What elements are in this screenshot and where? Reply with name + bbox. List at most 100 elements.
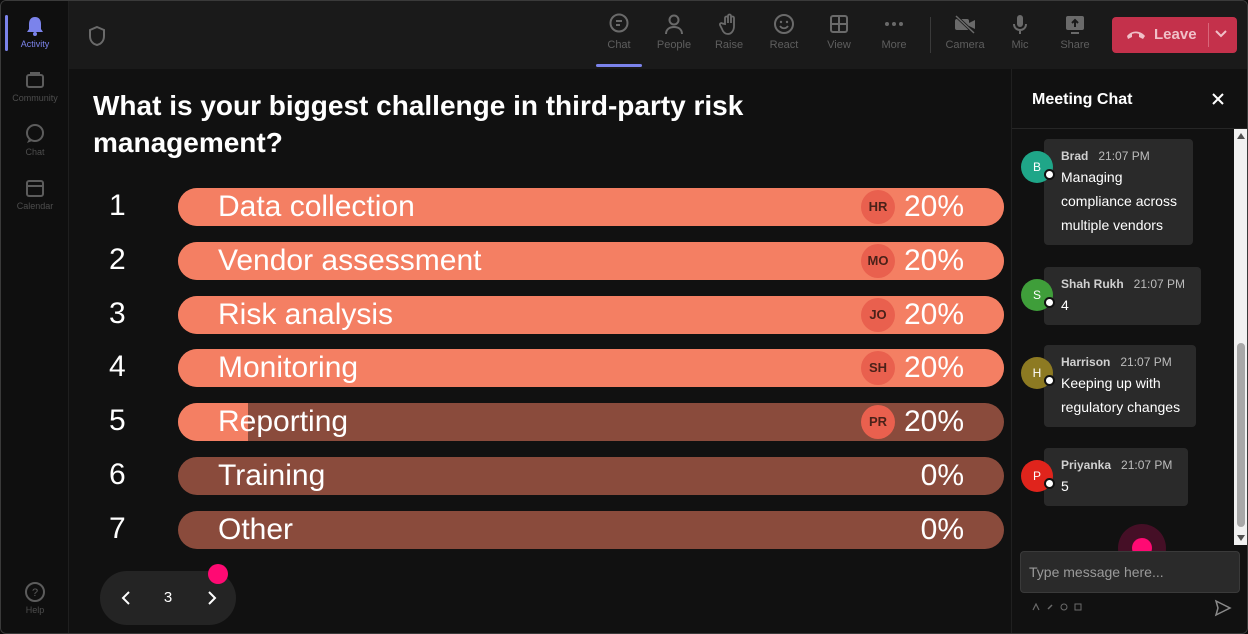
message-text: Managing [1061,169,1123,185]
camera-off-icon [954,14,976,35]
more-button[interactable]: More [867,11,921,61]
option-result-bar: Training 0% [178,457,1004,495]
rail-item-calendar[interactable]: Calendar [1,171,69,217]
option-number: 3 [109,296,126,330]
option-result-bar: Risk analysis JO 20% [178,295,1004,334]
option-label: Risk analysis [218,297,394,331]
poll-option[interactable]: 1 Data collection HR 20% [69,187,1011,227]
chat-bubble-icon [26,124,44,143]
people-button[interactable]: People [647,11,701,61]
close-icon[interactable] [1210,91,1226,107]
scroll-thumb[interactable] [1237,343,1245,527]
rail-item-community[interactable]: Community [1,63,69,109]
message-compose-box [1020,551,1240,593]
message-time: 21:07 PM [1120,355,1172,369]
chat-header: Meeting Chat [1012,69,1247,129]
option-result-bar: Reporting PR 20% [178,403,1004,442]
poll-option[interactable]: 6 Training 0% [69,456,1011,496]
share-button[interactable]: Share [1048,11,1102,61]
poll-option[interactable]: 2 Vendor assessment MO 20% [69,241,1011,281]
chat-scrollbar[interactable] [1234,129,1247,545]
raise-label: Raise [714,39,744,51]
voter-avatar: SH [861,351,895,386]
option-number: 1 [109,189,126,222]
option-percent: 20% [903,351,964,385]
message-time: 21:07 PM [1133,277,1186,291]
format-icon[interactable] [1032,603,1040,611]
microphone-icon [1013,15,1027,34]
emoji-icon[interactable] [1060,603,1068,611]
react-button[interactable]: React [757,11,811,61]
chevron-down-icon[interactable] [1214,29,1228,39]
leave-divider [1208,23,1209,47]
send-icon[interactable] [1214,599,1232,617]
option-result-bar: Vendor assessment MO 20% [178,241,1004,280]
chat-button[interactable]: Chat [592,11,646,67]
message-text: Keeping up with [1061,375,1161,391]
camera-label: Camera [945,39,985,51]
option-result-bar: Data collection HR 20% [178,188,1004,226]
option-percent: 0% [920,512,964,546]
poll-option[interactable]: 5 Reporting PR 20% [69,402,1011,442]
message-bubble: Brad 21:07 PM Managing compliance across mul… [1044,139,1193,245]
poll-option[interactable]: 3 Risk analysis JO 20% [69,295,1011,335]
chat-label: Chat [607,39,631,51]
message-bubble: Harrison 21:07 PM Keeping up with regulator… [1044,345,1197,427]
gif-icon[interactable] [1074,603,1082,611]
message-text: compliance across [1061,193,1177,209]
rail-item-chat[interactable]: Chat [1,117,69,163]
voter-avatar: MO [861,243,895,278]
option-number: 6 [109,458,126,491]
shield-icon [89,25,105,47]
sender-name: Brad [1061,149,1089,163]
bell-icon [27,17,43,36]
presence-indicator [1044,375,1055,386]
message-time: 21:07 PM [1098,149,1150,163]
smiley-icon [774,14,794,34]
leave-button[interactable]: Leave [1112,17,1237,53]
raise-hand-button[interactable]: Raise [702,11,756,61]
view-button[interactable]: View [812,11,866,61]
chevron-right-icon[interactable] [202,589,220,607]
page-number: 3 [163,589,173,606]
chevron-left-icon[interactable] [118,589,136,607]
poll-option[interactable]: 7 Other 0% [69,510,1011,550]
share-label: Share [1060,39,1090,51]
presence-indicator [1044,478,1055,489]
pointer-indicator [208,564,228,584]
rail-label: Calendar [16,201,54,211]
poll-option[interactable]: 4 Monitoring SH 20% [69,348,1011,388]
hang-up-icon [1127,31,1145,39]
camera-button[interactable]: Camera [938,11,992,61]
message-input[interactable] [1029,562,1229,582]
svg-text:?: ? [32,587,38,599]
scroll-up-arrow[interactable] [1237,133,1245,139]
message-text: multiple vendors [1061,217,1163,233]
scroll-down-arrow[interactable] [1237,535,1245,541]
presence-indicator [1044,169,1055,180]
help-icon: ? [25,582,45,602]
chat-icon [609,13,629,33]
sender-name: Shah Rukh [1061,277,1124,291]
message-bubble: Priyanka 21:07 PM 5 [1044,448,1189,506]
option-percent: 20% [903,190,964,223]
more-label: More [881,39,907,51]
rail-label: Chat [25,147,45,157]
leave-label: Leave [1154,26,1197,43]
option-label: Vendor assessment [218,243,482,277]
option-result-fill [178,403,249,442]
rail-item-help[interactable]: ? Help [1,575,69,621]
message-time: 21:07 PM [1121,458,1173,472]
voter-avatar: HR [861,190,895,224]
calendar-icon [26,180,44,197]
option-label: Monitoring [218,351,359,385]
toolbar-divider [930,17,931,53]
view-label: View [827,39,851,51]
grid-view-icon [830,15,848,33]
rail-item-activity[interactable]: Activity [1,9,69,55]
option-percent: 20% [903,243,964,277]
mic-button[interactable]: Mic [993,11,1047,61]
people-label: People [656,39,692,51]
attach-icon[interactable] [1046,603,1054,611]
